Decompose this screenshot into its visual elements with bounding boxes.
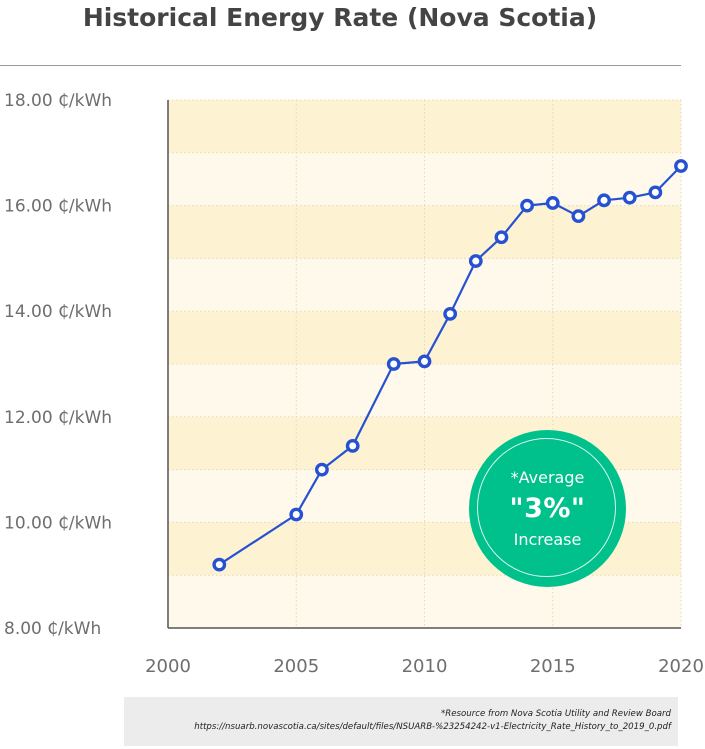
data-point (520, 198, 534, 213)
data-point (545, 196, 560, 210)
data-point (648, 185, 663, 200)
data-point (468, 254, 483, 268)
data-point (314, 462, 329, 477)
data-point (289, 507, 304, 522)
data-point (622, 190, 637, 205)
data-point (212, 557, 227, 572)
data-point (417, 354, 432, 369)
x-tick-label: 2010 (402, 656, 448, 677)
x-tick-label: 2000 (145, 656, 191, 677)
y-tick-label: 14.00 ₵/kWh (4, 302, 112, 322)
badge-ring (477, 438, 616, 577)
badge-line-average: *Average (510, 467, 585, 487)
x-tick-label: 2020 (658, 656, 704, 677)
data-point (386, 357, 401, 371)
series-line (218, 165, 682, 566)
title-divider (0, 65, 681, 66)
x-tick-label: 2015 (530, 656, 576, 677)
y-tick-label: 18.00 ₵/kWh (4, 91, 112, 111)
y-tick-label: 16.00 ₵/kWh (4, 197, 112, 217)
badge-line-percent: "3%" (509, 492, 586, 524)
source-footnote: *Resource from Nova Scotia Utility and R… (124, 697, 678, 746)
badge-line-increase: Increase (513, 529, 582, 549)
data-point (443, 306, 458, 321)
average-increase-badge: *Average "3%" Increase (469, 430, 626, 587)
data-point (494, 230, 509, 245)
chart-svg: 8.00 ₵/kWh 10.00 ₵/kWh 12.00 ₵/kWh 14.00 ₵/… (4, 91, 704, 677)
footnote-url: https://nsuarb.novascotia.ca/sites/defau… (194, 721, 671, 732)
data-point (597, 193, 611, 208)
footnote-source: *Resource from Nova Scotia Utility and R… (441, 709, 671, 719)
y-tick-label: 10.00 ₵/kWh (4, 513, 112, 533)
x-tick-label: 2005 (273, 656, 319, 677)
y-tick-label: 12.00 ₵/kWh (4, 408, 112, 428)
data-point (674, 159, 688, 173)
y-tick-label: 8.00 ₵/kWh (4, 619, 101, 639)
data-point (345, 438, 360, 453)
data-point (571, 209, 586, 224)
chart-title: Historical Energy Rate (Nova Scotia) (82, 3, 598, 32)
